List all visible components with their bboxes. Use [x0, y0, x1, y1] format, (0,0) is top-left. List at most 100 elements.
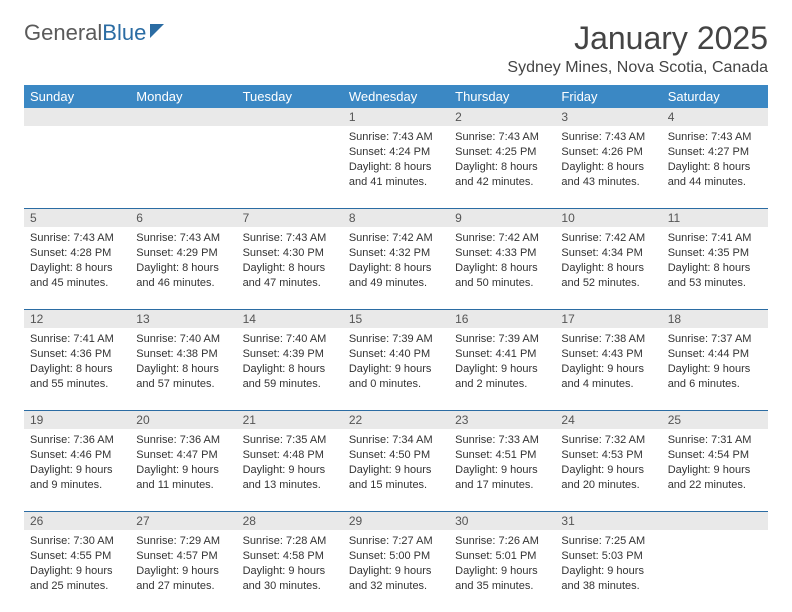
day-number: 16	[449, 310, 555, 328]
sunset-line: Sunset: 4:34 PM	[561, 246, 655, 261]
sunrise-line: Sunrise: 7:28 AM	[243, 534, 337, 549]
sunrise-line: Sunrise: 7:43 AM	[349, 130, 443, 145]
day-number: 25	[662, 411, 768, 429]
sunrise-line: Sunrise: 7:43 AM	[30, 231, 124, 246]
week-row: Sunrise: 7:43 AMSunset: 4:24 PM Daylight:…	[24, 126, 768, 209]
sunrise-line: Sunrise: 7:42 AM	[561, 231, 655, 246]
day-number-row: 262728293031	[24, 512, 768, 530]
day-cell	[130, 126, 236, 208]
daylight-line-2: and 35 minutes.	[455, 579, 549, 594]
sunset-line: Sunset: 4:25 PM	[455, 145, 549, 160]
daylight-line-1: Daylight: 9 hours	[30, 564, 124, 579]
sunset-line: Sunset: 4:26 PM	[561, 145, 655, 160]
logo-text-2: Blue	[102, 20, 146, 46]
day-number: 5	[24, 209, 130, 227]
sunset-line: Sunset: 4:40 PM	[349, 347, 443, 362]
day-number-row: 12131415161718	[24, 310, 768, 328]
day-number: 10	[555, 209, 661, 227]
daylight-line-1: Daylight: 8 hours	[668, 160, 762, 175]
sunrise-line: Sunrise: 7:39 AM	[349, 332, 443, 347]
daylight-line-2: and 41 minutes.	[349, 175, 443, 190]
daylight-line-2: and 45 minutes.	[30, 276, 124, 291]
daylight-line-2: and 2 minutes.	[455, 377, 549, 392]
sunrise-line: Sunrise: 7:43 AM	[136, 231, 230, 246]
daylight-line-1: Daylight: 9 hours	[668, 362, 762, 377]
day-cell: Sunrise: 7:43 AMSunset: 4:25 PMDaylight:…	[449, 126, 555, 208]
daylight-line-2: and 38 minutes.	[561, 579, 655, 594]
day-cell: Sunrise: 7:40 AMSunset: 4:38 PMDaylight:…	[130, 328, 236, 410]
day-number	[24, 108, 130, 126]
week-row: Sunrise: 7:30 AMSunset: 4:55 PMDaylight:…	[24, 530, 768, 612]
daylight-line-1: Daylight: 8 hours	[30, 362, 124, 377]
sunset-line: Sunset: 4:57 PM	[136, 549, 230, 564]
sunset-line: Sunset: 4:33 PM	[455, 246, 549, 261]
daylight-line-1: Daylight: 8 hours	[668, 261, 762, 276]
sunset-line: Sunset: 4:51 PM	[455, 448, 549, 463]
daylight-line-1: Daylight: 8 hours	[30, 261, 124, 276]
day-number: 23	[449, 411, 555, 429]
sunrise-line: Sunrise: 7:35 AM	[243, 433, 337, 448]
daylight-line-1: Daylight: 9 hours	[136, 463, 230, 478]
day-cell	[237, 126, 343, 208]
daylight-line-1: Daylight: 8 hours	[243, 261, 337, 276]
week-row: Sunrise: 7:36 AMSunset: 4:46 PMDaylight:…	[24, 429, 768, 512]
sunset-line: Sunset: 4:24 PM	[349, 145, 443, 160]
sunset-line: Sunset: 5:01 PM	[455, 549, 549, 564]
daylight-line-2: and 59 minutes.	[243, 377, 337, 392]
sunrise-line: Sunrise: 7:38 AM	[561, 332, 655, 347]
daylight-line-1: Daylight: 8 hours	[136, 362, 230, 377]
sunset-line: Sunset: 4:55 PM	[30, 549, 124, 564]
daylight-line-2: and 13 minutes.	[243, 478, 337, 493]
daylight-line-2: and 20 minutes.	[561, 478, 655, 493]
daylight-line-1: Daylight: 9 hours	[136, 564, 230, 579]
logo-text-1: General	[24, 20, 102, 46]
page-title: January 2025	[507, 20, 768, 57]
daylight-line-2: and 47 minutes.	[243, 276, 337, 291]
sunrise-line: Sunrise: 7:31 AM	[668, 433, 762, 448]
day-number: 28	[237, 512, 343, 530]
day-cell: Sunrise: 7:43 AMSunset: 4:30 PMDaylight:…	[237, 227, 343, 309]
sunrise-line: Sunrise: 7:42 AM	[455, 231, 549, 246]
sunrise-line: Sunrise: 7:41 AM	[30, 332, 124, 347]
daylight-line-2: and 57 minutes.	[136, 377, 230, 392]
day-cell: Sunrise: 7:39 AMSunset: 4:40 PMDaylight:…	[343, 328, 449, 410]
day-number: 2	[449, 108, 555, 126]
day-number: 19	[24, 411, 130, 429]
sunrise-line: Sunrise: 7:43 AM	[243, 231, 337, 246]
daylight-line-2: and 43 minutes.	[561, 175, 655, 190]
day-cell: Sunrise: 7:36 AMSunset: 4:46 PMDaylight:…	[24, 429, 130, 511]
day-number: 22	[343, 411, 449, 429]
day-name: Wednesday	[343, 85, 449, 108]
logo-icon	[150, 24, 164, 38]
sunset-line: Sunset: 4:43 PM	[561, 347, 655, 362]
sunset-line: Sunset: 5:03 PM	[561, 549, 655, 564]
day-cell: Sunrise: 7:43 AMSunset: 4:27 PMDaylight:…	[662, 126, 768, 208]
daylight-line-2: and 15 minutes.	[349, 478, 443, 493]
sunset-line: Sunset: 4:28 PM	[30, 246, 124, 261]
day-number: 7	[237, 209, 343, 227]
day-cell: Sunrise: 7:25 AMSunset: 5:03 PMDaylight:…	[555, 530, 661, 612]
day-cell: Sunrise: 7:41 AMSunset: 4:36 PMDaylight:…	[24, 328, 130, 410]
day-cell: Sunrise: 7:43 AMSunset: 4:29 PMDaylight:…	[130, 227, 236, 309]
day-cell	[662, 530, 768, 612]
day-cell: Sunrise: 7:41 AMSunset: 4:35 PMDaylight:…	[662, 227, 768, 309]
day-cell: Sunrise: 7:35 AMSunset: 4:48 PMDaylight:…	[237, 429, 343, 511]
day-cell: Sunrise: 7:40 AMSunset: 4:39 PMDaylight:…	[237, 328, 343, 410]
sunset-line: Sunset: 4:47 PM	[136, 448, 230, 463]
sunset-line: Sunset: 4:29 PM	[136, 246, 230, 261]
sunrise-line: Sunrise: 7:39 AM	[455, 332, 549, 347]
day-number: 9	[449, 209, 555, 227]
day-number: 27	[130, 512, 236, 530]
daylight-line-1: Daylight: 9 hours	[455, 564, 549, 579]
daylight-line-1: Daylight: 9 hours	[349, 564, 443, 579]
sunset-line: Sunset: 4:30 PM	[243, 246, 337, 261]
sunrise-line: Sunrise: 7:37 AM	[668, 332, 762, 347]
sunrise-line: Sunrise: 7:40 AM	[243, 332, 337, 347]
sunset-line: Sunset: 4:35 PM	[668, 246, 762, 261]
day-cell: Sunrise: 7:36 AMSunset: 4:47 PMDaylight:…	[130, 429, 236, 511]
week-row: Sunrise: 7:43 AMSunset: 4:28 PMDaylight:…	[24, 227, 768, 310]
day-number-row: 567891011	[24, 209, 768, 227]
day-number	[662, 512, 768, 530]
sunset-line: Sunset: 4:46 PM	[30, 448, 124, 463]
daylight-line-2: and 17 minutes.	[455, 478, 549, 493]
